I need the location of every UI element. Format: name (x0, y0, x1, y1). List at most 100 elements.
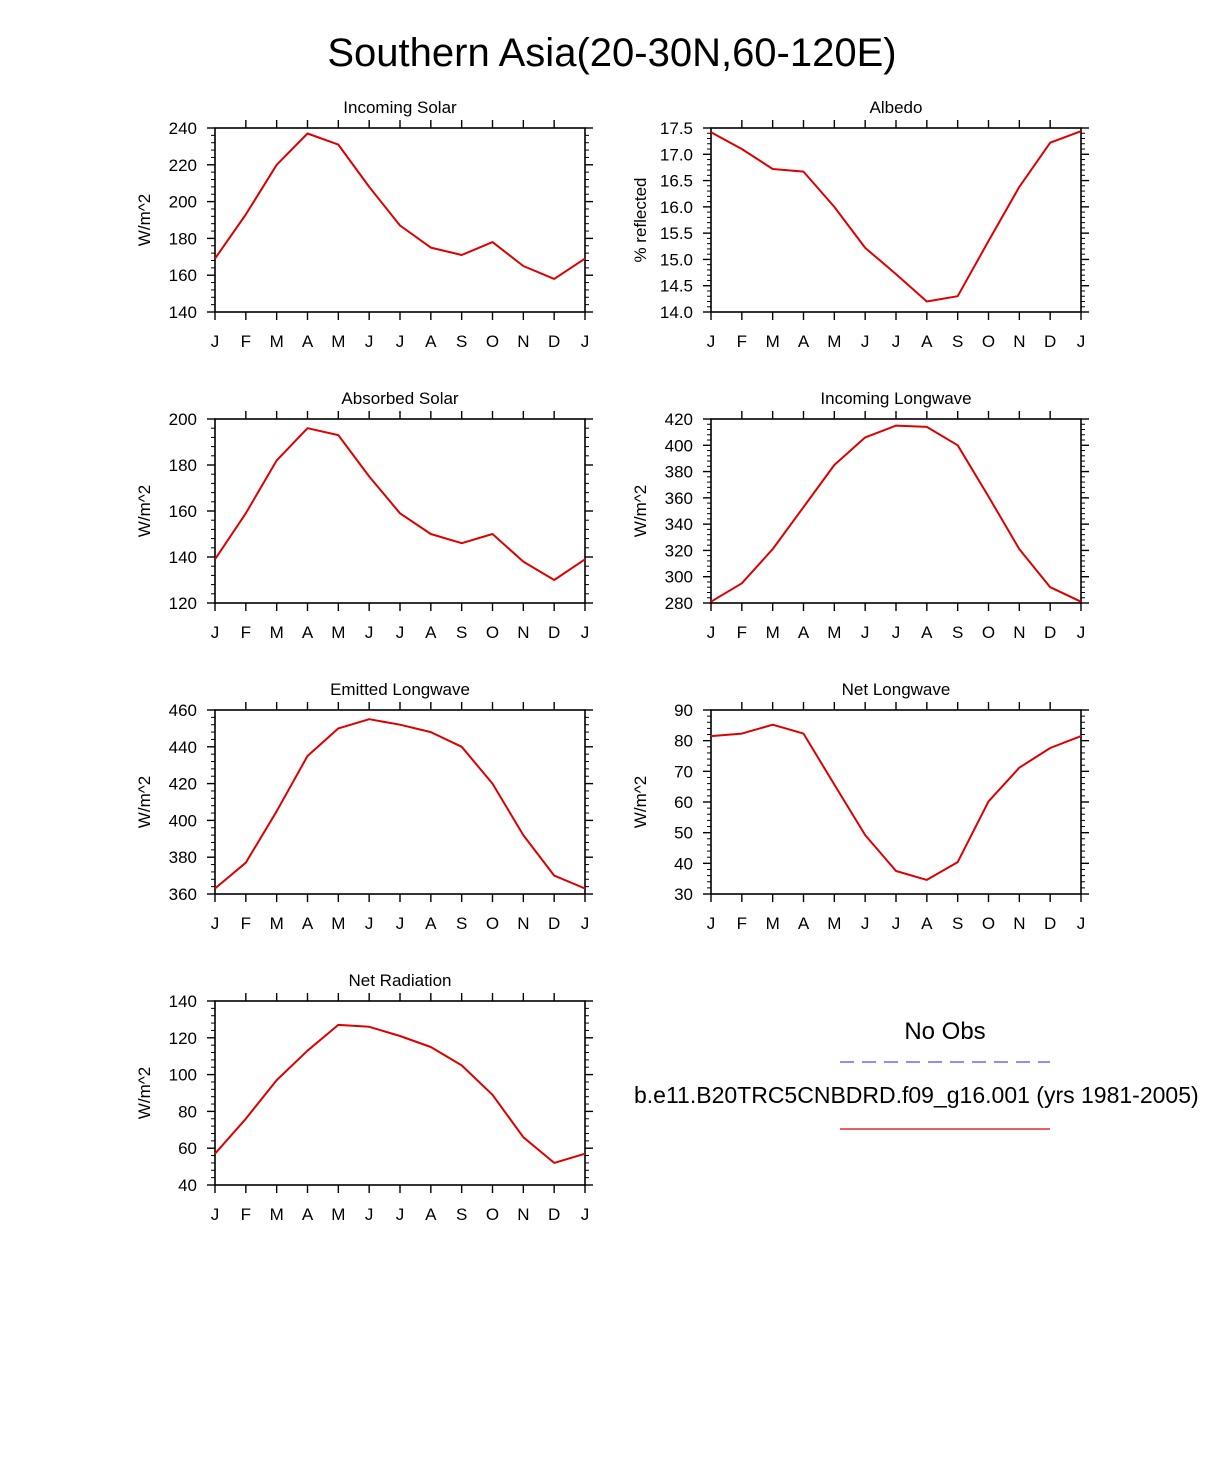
series-line (710, 723, 1082, 881)
x-tick-label: D (1044, 914, 1056, 933)
x-tick-label: M (766, 332, 780, 351)
y-tick-label: 160 (169, 266, 197, 285)
y-tick-label: 40 (674, 854, 693, 873)
x-tick-label: M (331, 1205, 345, 1224)
x-tick-label: J (707, 623, 716, 642)
x-tick-label: O (982, 332, 995, 351)
x-tick-label: J (707, 332, 716, 351)
x-tick-label: A (798, 914, 810, 933)
x-tick-label: M (827, 623, 841, 642)
y-tick-label: 380 (169, 848, 197, 867)
series-line (214, 1023, 586, 1164)
x-tick-label: S (952, 914, 963, 933)
x-tick-label: J (581, 623, 590, 642)
y-tick-label: 220 (169, 156, 197, 175)
x-tick-label: M (827, 332, 841, 351)
legend-model-label: b.e11.B20TRC5CNBDRD.f09_g16.001 (yrs 198… (634, 1082, 1199, 1108)
y-tick-label: 60 (178, 1139, 197, 1158)
x-tick-label: O (982, 623, 995, 642)
x-tick-label: A (798, 623, 810, 642)
chart-title: Incoming Solar (343, 98, 457, 117)
x-tick-label: D (548, 623, 560, 642)
x-tick-label: D (548, 332, 560, 351)
x-tick-label: M (331, 914, 345, 933)
y-tick-label: 300 (665, 568, 693, 587)
y-tick-label: 460 (169, 701, 197, 720)
x-tick-label: F (241, 623, 251, 642)
x-tick-label: D (548, 1205, 560, 1224)
x-tick-label: M (270, 623, 284, 642)
y-tick-label: 15.5 (660, 224, 693, 243)
x-tick-label: D (548, 914, 560, 933)
x-tick-label: A (302, 1205, 314, 1224)
x-tick-label: S (456, 914, 467, 933)
x-tick-label: J (211, 623, 220, 642)
x-tick-label: J (365, 914, 374, 933)
x-tick-label: S (456, 1205, 467, 1224)
x-tick-label: A (425, 1205, 437, 1224)
x-tick-label: N (517, 914, 529, 933)
x-tick-label: A (302, 914, 314, 933)
y-tick-label: 280 (665, 594, 693, 613)
plot-frame (710, 709, 1082, 895)
x-tick-label: A (425, 332, 437, 351)
x-tick-label: J (892, 914, 901, 933)
x-tick-label: M (827, 914, 841, 933)
x-tick-label: M (270, 332, 284, 351)
plot-frame (214, 127, 586, 313)
x-tick-label: A (921, 623, 933, 642)
x-tick-label: F (241, 332, 251, 351)
y-tick-label: 380 (665, 463, 693, 482)
y-tick-label: 320 (665, 541, 693, 560)
x-tick-label: J (1077, 332, 1086, 351)
chart-panel: Emitted Longwave W/m^2 360 380 400 420 440 460 J… (135, 680, 593, 933)
x-tick-label: A (302, 332, 314, 351)
x-tick-label: J (707, 914, 716, 933)
y-tick-label: 90 (674, 701, 693, 720)
x-tick-label: D (1044, 332, 1056, 351)
x-tick-label: J (861, 914, 870, 933)
y-axis-label: % reflected (631, 177, 650, 262)
x-tick-label: D (1044, 623, 1056, 642)
chart-title: Net Radiation (348, 971, 451, 990)
x-tick-label: J (892, 332, 901, 351)
y-tick-label: 340 (665, 515, 693, 534)
x-tick-label: N (1013, 332, 1025, 351)
x-tick-label: F (737, 623, 747, 642)
x-tick-label: O (486, 332, 499, 351)
x-tick-label: J (892, 623, 901, 642)
chart-title: Net Longwave (842, 680, 951, 699)
chart-title: Albedo (870, 98, 923, 117)
y-tick-label: 180 (169, 456, 197, 475)
y-tick-label: 200 (169, 193, 197, 212)
y-tick-label: 14.5 (660, 277, 693, 296)
y-axis-label: W/m^2 (135, 776, 154, 828)
x-tick-label: J (581, 1205, 590, 1224)
x-tick-label: J (211, 332, 220, 351)
series-line (214, 132, 586, 280)
y-tick-label: 240 (169, 119, 197, 138)
x-tick-label: S (456, 332, 467, 351)
x-tick-label: M (270, 914, 284, 933)
y-tick-label: 360 (665, 489, 693, 508)
y-tick-label: 17.5 (660, 119, 693, 138)
x-tick-label: N (517, 332, 529, 351)
x-tick-label: J (211, 914, 220, 933)
y-tick-label: 16.0 (660, 198, 693, 217)
y-tick-label: 40 (178, 1176, 197, 1195)
y-tick-label: 17.0 (660, 145, 693, 164)
y-tick-label: 14.0 (660, 303, 693, 322)
y-tick-label: 420 (169, 775, 197, 794)
series-line (710, 130, 1082, 303)
x-tick-label: J (365, 623, 374, 642)
y-tick-label: 50 (674, 824, 693, 843)
y-tick-label: 140 (169, 303, 197, 322)
y-axis-label: W/m^2 (135, 485, 154, 537)
y-tick-label: 140 (169, 992, 197, 1011)
x-tick-label: A (425, 914, 437, 933)
legend: No Obs b.e11.B20TRC5CNBDRD.f09_g16.001 (… (634, 1018, 1199, 1130)
x-tick-label: N (1013, 914, 1025, 933)
x-tick-label: A (921, 332, 933, 351)
